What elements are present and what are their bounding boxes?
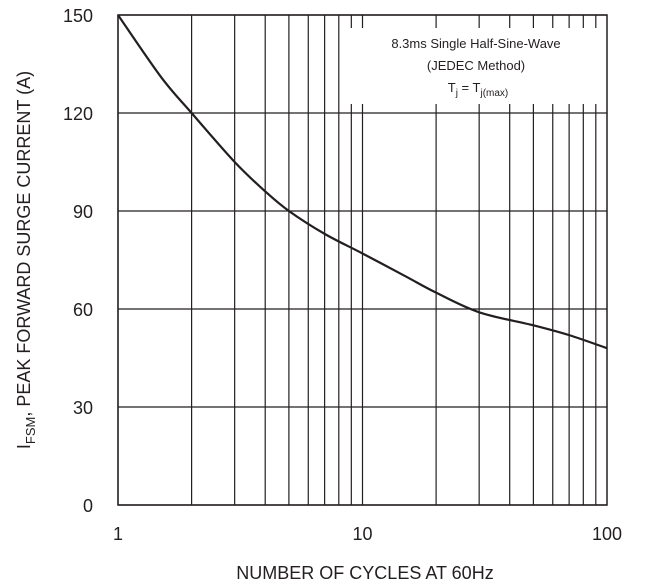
annotation-sub-jmax: j(max) <box>479 88 508 99</box>
annotation-eq: = T <box>458 80 481 95</box>
x-tick-label: 10 <box>352 524 372 544</box>
y-tick-label: 0 <box>83 496 93 516</box>
y-axis-label-subscript: FSM <box>23 417 38 444</box>
series-layer <box>117 14 608 350</box>
y-axis-ticks: 0 30 60 90 120 150 <box>63 6 93 516</box>
y-axis-label: IFSM, PEAK FORWARD SURGE CURRENT (A) <box>14 71 38 449</box>
x-tick-label: 1 <box>113 524 123 544</box>
y-tick-label: 60 <box>73 300 93 320</box>
annotation-sub-j: j <box>455 88 458 99</box>
y-tick-label: 90 <box>73 202 93 222</box>
y-tick-label: 150 <box>63 6 93 26</box>
surge-current-curve <box>117 14 608 350</box>
x-tick-label: 100 <box>592 524 622 544</box>
annotation-background <box>349 28 603 104</box>
y-tick-label: 30 <box>73 398 93 418</box>
annotation-t: T <box>448 80 456 95</box>
annotation-line-1: 8.3ms Single Half-Sine-Wave <box>391 36 560 51</box>
annotation-line-3: Tj = Tj(max) <box>448 80 509 99</box>
y-axis-label-rest: , PEAK FORWARD SURGE CURRENT (A) <box>14 71 34 417</box>
annotation-box: 8.3ms Single Half-Sine-Wave (JEDEC Metho… <box>349 28 603 104</box>
x-axis-ticks: 1 10 100 <box>113 524 622 544</box>
annotation-line-2: (JEDEC Method) <box>427 58 525 73</box>
y-axis-label-prefix: I <box>14 444 34 449</box>
y-tick-label: 120 <box>63 104 93 124</box>
x-axis-label: NUMBER OF CYCLES AT 60Hz <box>236 563 493 583</box>
plot-frame <box>117 14 608 506</box>
